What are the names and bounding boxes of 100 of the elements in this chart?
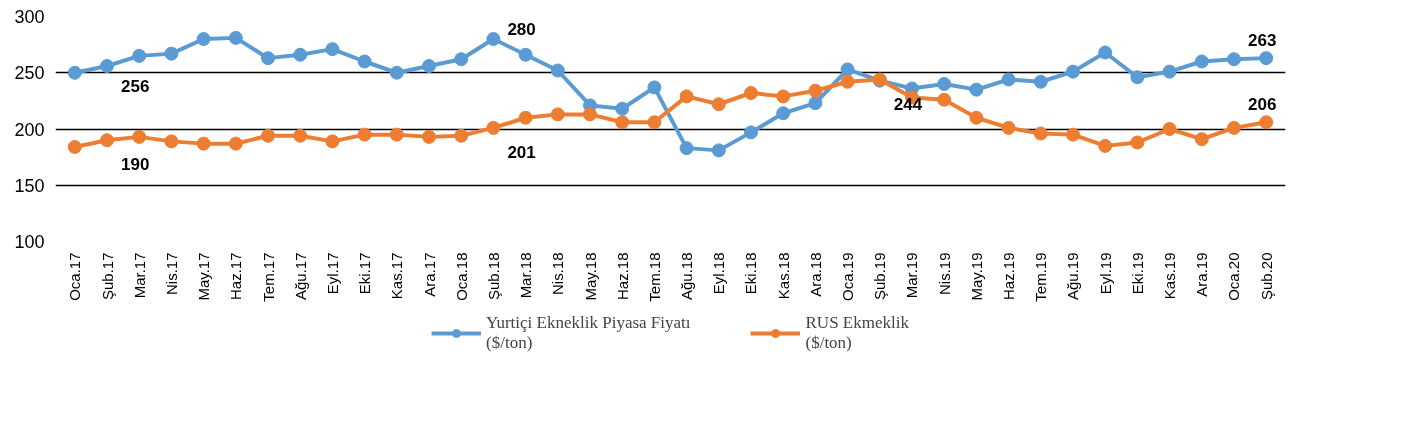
point: [1226, 120, 1241, 135]
x-tick-label: Oca.20: [1225, 252, 1243, 301]
point: [679, 141, 694, 156]
x-tick-label: Eki.17: [356, 252, 374, 295]
point: [1033, 126, 1048, 141]
point: [1226, 52, 1241, 67]
data-label: 244: [893, 94, 923, 114]
point: [1065, 127, 1080, 142]
x-tick-label: Eki.19: [1128, 252, 1146, 295]
point: [647, 115, 662, 130]
point: [100, 133, 115, 148]
point: [228, 30, 243, 45]
x-tick-label: Eyl.17: [323, 252, 341, 295]
point: [67, 65, 82, 80]
point: [389, 127, 404, 142]
x-tick-label: Ağu.18: [678, 252, 696, 301]
y-tick-label: 250: [14, 63, 45, 84]
point: [937, 92, 952, 107]
point: [261, 128, 276, 143]
x-tick-label: Tem.17: [259, 252, 277, 302]
point: [1098, 45, 1113, 60]
point: [422, 129, 437, 144]
point: [228, 136, 243, 151]
x-tick-label: Oca.18: [452, 252, 470, 301]
point: [937, 77, 952, 91]
point: [711, 97, 726, 112]
point: [1162, 64, 1177, 79]
x-tick-label: Şub.17: [98, 252, 116, 301]
point: [164, 134, 179, 149]
point: [67, 140, 82, 154]
x-tick-label: May.18: [581, 252, 599, 301]
x-tick-label: Haz.17: [227, 252, 245, 301]
x-tick-label: Haz.18: [613, 252, 631, 301]
x-tick-label: Nis.19: [935, 252, 953, 296]
x-tick-label: Kas.18: [774, 252, 792, 300]
x-tick-label: May.17: [195, 252, 213, 301]
x-tick-label: Oca.17: [66, 252, 84, 301]
x-tick-label: Şub.20: [1257, 252, 1275, 301]
point: [615, 101, 630, 116]
y-tick-label: 100: [14, 232, 45, 252]
point: [711, 143, 726, 158]
point: [454, 52, 469, 67]
point: [744, 125, 758, 140]
y-tick-label: 200: [14, 119, 45, 140]
point: [422, 59, 437, 73]
x-tick-label: Eyl.19: [1096, 252, 1114, 295]
point: [550, 107, 565, 122]
x-tick-label: Nis.17: [162, 252, 180, 296]
point: [840, 62, 855, 77]
x-tick-label: Eki.18: [742, 252, 760, 295]
point: [164, 46, 179, 61]
point: [776, 89, 791, 104]
x-tick-label: Haz.19: [1000, 252, 1018, 301]
point: [293, 47, 308, 62]
y-tick-label: 300: [14, 7, 45, 27]
point: [100, 59, 115, 73]
point: [518, 110, 533, 125]
x-tick-label: Eyl.18: [710, 252, 728, 295]
point: [550, 63, 565, 78]
x-tick-label: Ara.19: [1193, 252, 1211, 297]
point: [1033, 74, 1048, 89]
data-label: 256: [121, 77, 150, 96]
legend-label: Yurtiçi Ekneklik Piyasa Fiyatı ($/ton): [486, 313, 691, 353]
x-tick-label: Mar.17: [130, 252, 148, 299]
point: [1259, 115, 1274, 130]
point: [454, 128, 469, 143]
point: [1065, 64, 1080, 79]
x-tick-label: Tem.18: [645, 252, 663, 302]
point: [196, 32, 211, 46]
x-tick-label: Kas.19: [1161, 252, 1179, 300]
x-tick-label: Ağu.17: [291, 252, 309, 301]
point: [679, 89, 694, 104]
point: [776, 106, 791, 121]
x-tick-label: Kas.17: [388, 252, 406, 300]
x-tick-label: Tem.19: [1032, 252, 1050, 302]
data-label: 263: [1248, 31, 1277, 51]
point: [969, 82, 984, 97]
point: [1194, 54, 1209, 69]
point: [357, 127, 372, 142]
point: [808, 96, 823, 111]
data-label: 190: [121, 155, 150, 175]
point: [261, 51, 276, 66]
x-tick-label: Şub.19: [871, 252, 889, 301]
x-tick-label: May.19: [967, 252, 985, 301]
point: [1130, 135, 1145, 150]
point: [1194, 132, 1209, 147]
legend-label: RUS Ekmeklik ($/ton): [805, 313, 909, 353]
point: [1001, 120, 1016, 135]
point: [293, 128, 308, 143]
x-tick-label: Oca.19: [839, 252, 857, 301]
point: [518, 47, 533, 62]
point: [325, 134, 340, 149]
point: [389, 65, 404, 80]
point: [647, 80, 662, 95]
point: [1130, 70, 1145, 85]
point: [132, 129, 147, 144]
point: [486, 120, 501, 135]
point: [1259, 51, 1274, 66]
x-tick-label: Nis.18: [549, 252, 567, 296]
x-tick-label: Mar.19: [903, 252, 921, 299]
